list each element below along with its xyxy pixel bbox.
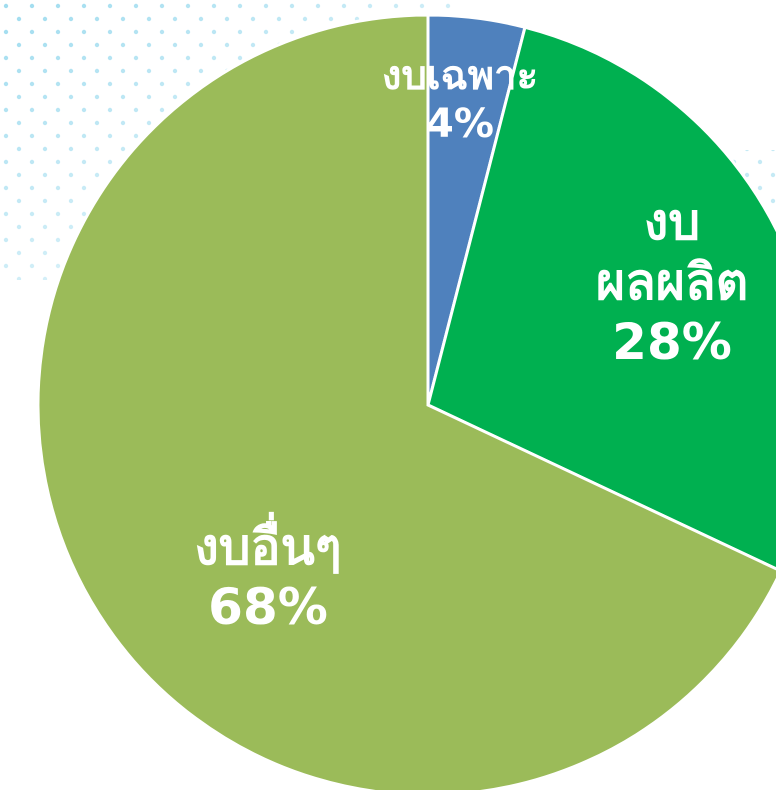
value-label: 4% (426, 101, 494, 147)
category-label: งบอื่นๆ (194, 518, 342, 576)
category-label: งบเฉพาะ (381, 53, 539, 99)
slice-label: งบ ผลผลิต 28% (562, 192, 776, 372)
pie-slice (36, 13, 776, 790)
pie-slice (426, 25, 776, 571)
value-label: 68% (208, 578, 328, 636)
category-label: งบ ผลผลิต (595, 193, 749, 311)
slice-label: งบอื่นๆ 68% (194, 517, 341, 637)
pie (36, 13, 776, 790)
slice-label: งบเฉพาะ 4% (382, 52, 538, 148)
value-label: 28% (612, 313, 732, 371)
